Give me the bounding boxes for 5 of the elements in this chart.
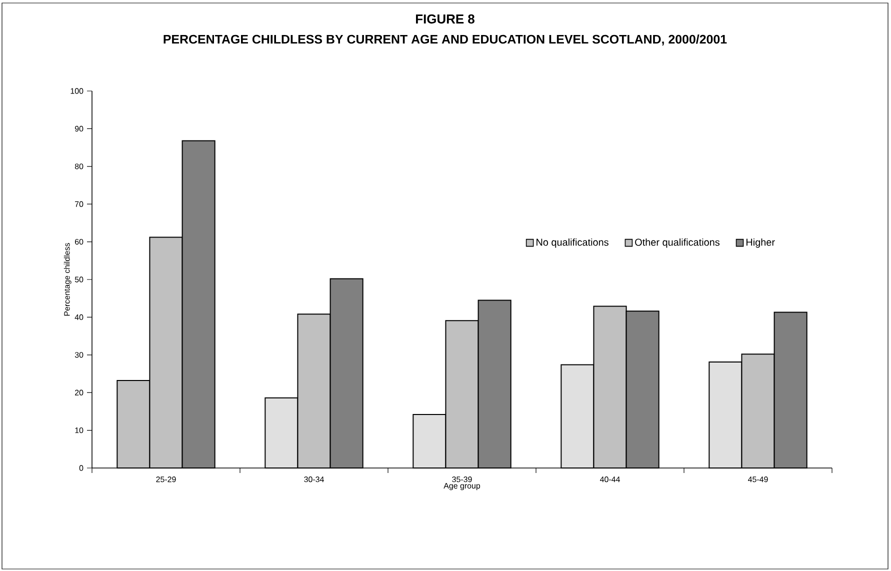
legend-label: Higher — [746, 238, 775, 248]
legend-label: Other qualifications — [635, 238, 720, 248]
legend-label: No qualifications — [536, 238, 608, 248]
chart-subtitle: PERCENTAGE CHILDLESS BY CURRENT AGE AND EDUCATION LEVEL SCOTLAND, 2000/2001 — [164, 34, 727, 46]
chart-title: FIGURE 8 — [416, 14, 474, 24]
